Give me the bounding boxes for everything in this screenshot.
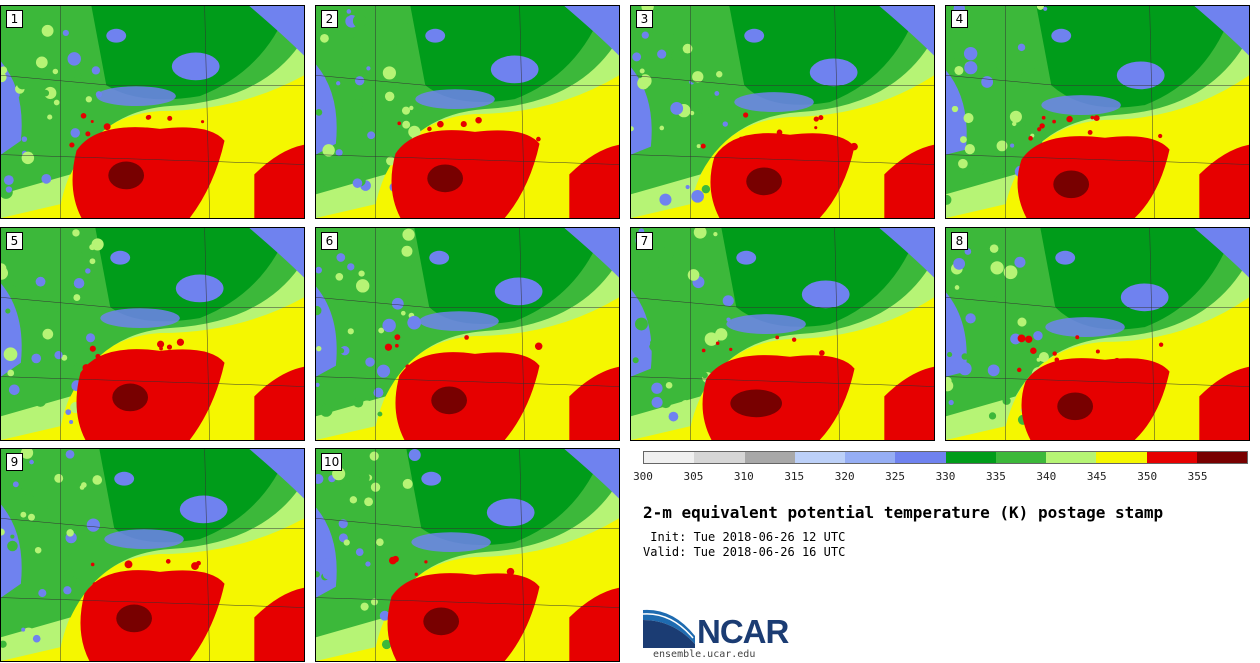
equivalent-potential-temperature-map [316, 6, 619, 218]
equivalent-potential-temperature-map [946, 228, 1249, 440]
panel-number-label: 3 [636, 10, 653, 28]
panel-number-label: 9 [6, 453, 23, 471]
colorbar [643, 451, 1248, 464]
panel-number-label: 10 [321, 453, 343, 471]
colorbar-tick-label: 350 [1137, 470, 1158, 483]
equivalent-potential-temperature-map [1, 449, 304, 661]
colorbar-tick-label: 345 [1086, 470, 1107, 483]
time-info: Init: Tue 2018-06-26 12 UTC Valid: Tue 2… [643, 530, 845, 560]
colorbar-tick-label: 330 [935, 470, 956, 483]
colorbar-swatch [794, 452, 845, 463]
panel-number-label: 6 [321, 232, 338, 250]
equivalent-potential-temperature-map [631, 228, 934, 440]
logo-url: ensemble.ucar.edu [653, 649, 756, 660]
figure-title: 2-m equivalent potential temperature (K)… [643, 503, 1164, 522]
valid-time: Valid: Tue 2018-06-26 16 UTC [643, 545, 846, 559]
panel-number-label: 1 [6, 10, 23, 28]
equivalent-potential-temperature-map [1, 228, 304, 440]
postage-stamp-panel: 6 [315, 227, 620, 441]
postage-stamp-panel: 1 [0, 5, 305, 219]
colorbar-swatch [1096, 452, 1147, 463]
postage-stamp-panel: 9 [0, 448, 305, 662]
colorbar-swatch [945, 452, 996, 463]
colorbar-swatch [845, 452, 896, 463]
panel-number-label: 5 [6, 232, 23, 250]
postage-stamp-panel: 3 [630, 5, 935, 219]
colorbar-swatch [995, 452, 1046, 463]
postage-stamp-panel: 2 [315, 5, 620, 219]
panel-number-label: 8 [951, 232, 968, 250]
equivalent-potential-temperature-map [1, 6, 304, 218]
colorbar-tick-label: 335 [985, 470, 1006, 483]
postage-stamp-panel: 10 [315, 448, 620, 662]
init-time: Init: Tue 2018-06-26 12 UTC [643, 530, 846, 544]
equivalent-potential-temperature-map [316, 228, 619, 440]
colorbar-swatch [694, 452, 745, 463]
postage-stamp-panel: 7 [630, 227, 935, 441]
colorbar-swatch [744, 452, 795, 463]
equivalent-potential-temperature-map [316, 449, 619, 661]
colorbar-swatch [1146, 452, 1197, 463]
panel-number-label: 7 [636, 232, 653, 250]
postage-stamp-panel: 8 [945, 227, 1250, 441]
panel-number-label: 4 [951, 10, 968, 28]
colorbar-tick-label: 340 [1036, 470, 1057, 483]
colorbar-swatch [1196, 452, 1247, 463]
colorbar-swatch [644, 452, 695, 463]
colorbar-tick-label: 355 [1187, 470, 1208, 483]
colorbar-tick-label: 300 [633, 470, 653, 483]
panel-number-label: 2 [321, 10, 338, 28]
colorbar-tick-label: 315 [784, 470, 805, 483]
ncar-logo-text: NCAR [697, 613, 789, 650]
colorbar-swatch [1046, 452, 1097, 463]
equivalent-potential-temperature-map [631, 6, 934, 218]
colorbar-tick-label: 320 [834, 470, 855, 483]
colorbar-tick-label: 325 [885, 470, 906, 483]
colorbar-tick-label: 305 [683, 470, 704, 483]
colorbar-swatch [895, 452, 946, 463]
colorbar-tick-label: 310 [733, 470, 754, 483]
ncar-logo-icon [643, 609, 695, 648]
postage-stamp-panel: 4 [945, 5, 1250, 219]
equivalent-potential-temperature-map [946, 6, 1249, 218]
colorbar-labels: 300 305 310 315 320 325 330 335 340 345 350 355 [633, 470, 1248, 484]
postage-stamp-panel: 5 [0, 227, 305, 441]
